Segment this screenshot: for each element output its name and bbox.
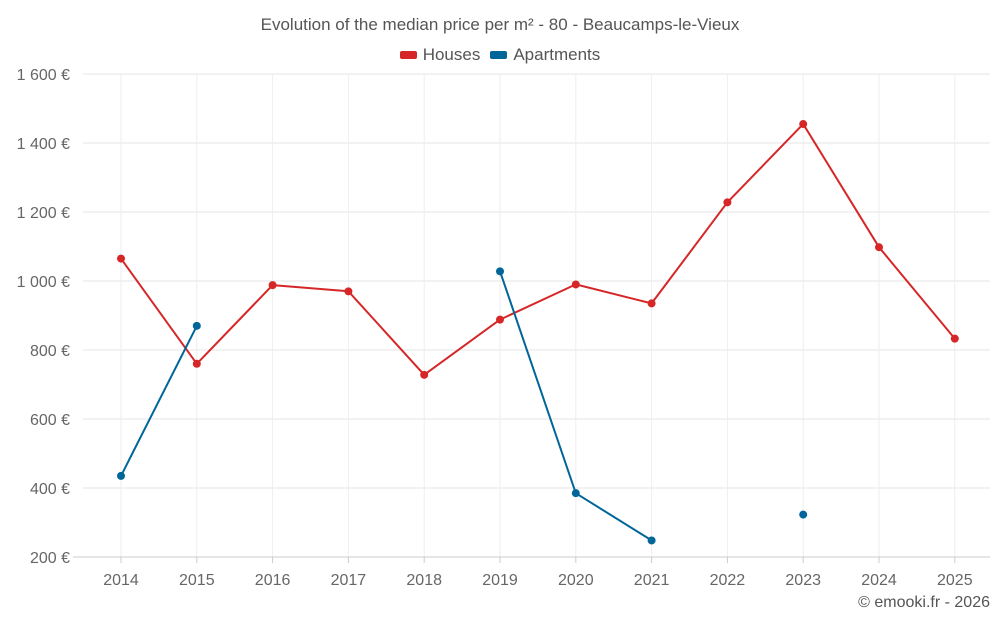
x-tick-label: 2016 [255, 572, 291, 589]
series-line-houses [120, 123, 956, 376]
series-line-apartments [120, 325, 198, 477]
x-tick-label: 2025 [937, 572, 973, 589]
data-point-houses [496, 315, 504, 324]
data-point-houses [344, 287, 353, 296]
data-point-apartments [647, 536, 656, 545]
credit-text: © emooki.fr - 2026 [858, 594, 990, 611]
y-tick-label: 1 400 € [17, 136, 70, 153]
data-point-houses [875, 243, 883, 252]
y-tick-label: 1 600 € [17, 67, 70, 84]
y-tick-label: 600 € [30, 412, 70, 429]
x-tick-label: 2019 [482, 572, 518, 589]
data-point-apartments [192, 321, 201, 330]
y-tick-label: 800 € [30, 343, 70, 360]
data-point-houses [799, 120, 808, 129]
y-tick-label: 1 200 € [17, 205, 70, 222]
data-point-apartments [571, 489, 580, 498]
legend-swatch-apartments [490, 51, 508, 59]
x-tick-label: 2024 [861, 572, 897, 589]
data-point-apartments [117, 471, 125, 480]
x-tick-label: 2020 [558, 572, 594, 589]
x-tick-label: 2014 [103, 572, 139, 589]
x-tick-label: 2022 [710, 572, 746, 589]
y-tick-label: 1 000 € [17, 274, 70, 291]
data-point-houses [117, 254, 125, 263]
y-tick-label: 400 € [30, 481, 70, 498]
legend-swatch-houses [399, 51, 417, 59]
legend-label-houses: Houses [422, 45, 481, 64]
x-tick-label: 2023 [785, 572, 821, 589]
data-point-apartments [496, 267, 504, 276]
legend-label-apartments: Apartments [513, 45, 601, 64]
legend-item-houses[interactable]: Houses [399, 45, 481, 65]
legend-item-apartments[interactable]: Apartments [490, 45, 600, 65]
data-point-houses [268, 281, 277, 290]
x-tick-label: 2018 [406, 572, 442, 589]
data-point-houses [723, 198, 732, 207]
y-tick-label: 200 € [30, 550, 70, 567]
legend: Houses Apartments [0, 45, 1000, 65]
chart-title: Evolution of the median price per m² - 8… [260, 15, 740, 34]
x-tick-label: 2015 [179, 572, 215, 589]
data-point-houses [571, 280, 580, 289]
x-tick-label: 2021 [634, 572, 670, 589]
data-point-houses [192, 359, 201, 368]
data-point-apartments [799, 510, 808, 519]
data-point-houses [647, 299, 656, 308]
data-point-houses [950, 334, 959, 343]
x-tick-label: 2017 [331, 572, 367, 589]
data-point-houses [420, 370, 429, 379]
